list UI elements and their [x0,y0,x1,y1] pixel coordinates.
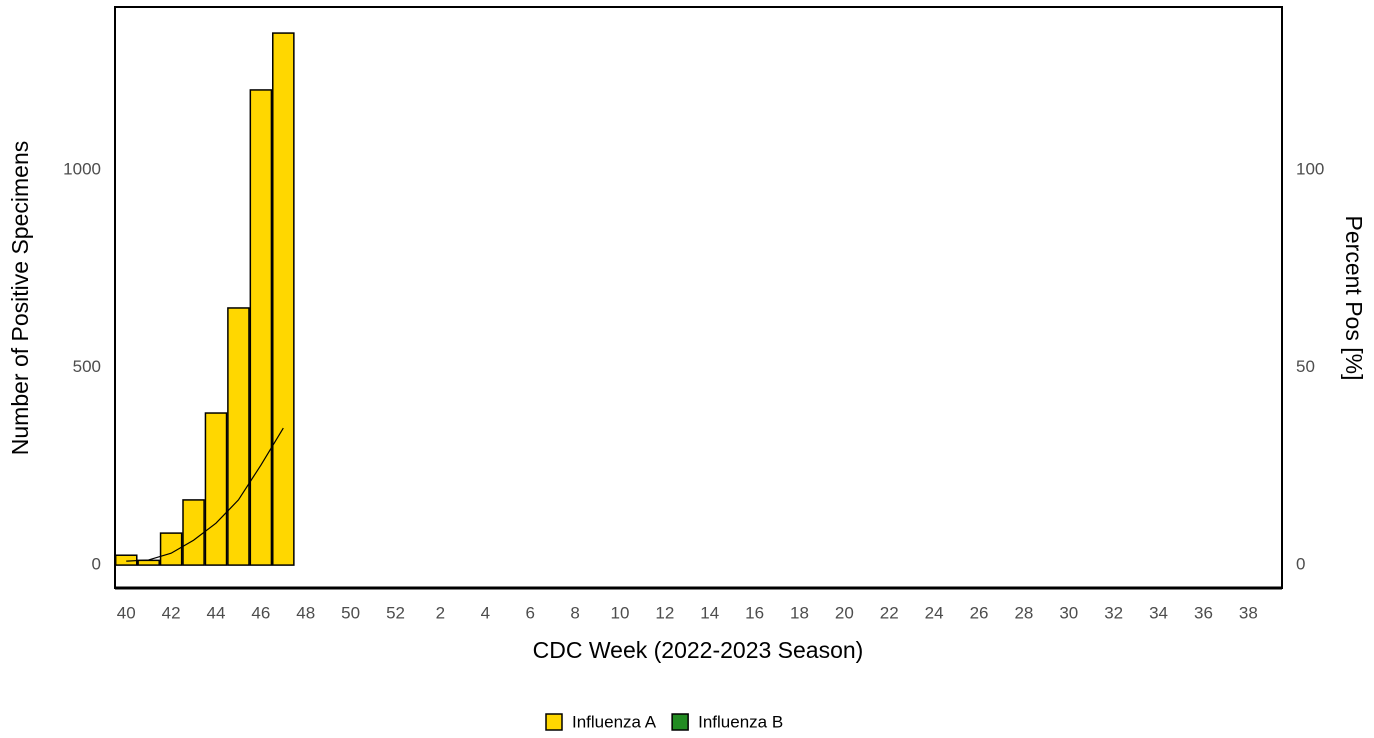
x-tick-label: 20 [835,603,854,622]
x-tick-label: 24 [925,603,944,622]
legend-swatch [545,713,563,731]
y-axis-title: Number of Positive Specimens [7,141,33,455]
x-tick-label: 4 [481,603,490,622]
x-axis-title: CDC Week (2022-2023 Season) [533,637,864,663]
bar [249,89,273,566]
x-tick-label: 18 [790,603,809,622]
y-tick-label: 1000 [63,160,101,179]
bar [227,307,250,566]
x-tick-label: 48 [296,603,315,622]
x-tick-label: 22 [880,603,899,622]
x-tick-label: 36 [1194,603,1213,622]
y2-axis-title: Percent Pos [%] [1341,216,1367,381]
x-tick-label: 6 [525,603,534,622]
x-tick-label: 38 [1239,603,1258,622]
y-tick-label: 500 [73,357,101,376]
x-tick-label: 8 [570,603,579,622]
x-tick-label: 44 [207,603,226,622]
x-tick-label: 40 [117,603,136,622]
x-tick-label: 14 [700,603,719,622]
x-tick-label: 32 [1104,603,1123,622]
legend-label: Influenza A [572,712,657,731]
x-tick-label: 50 [341,603,360,622]
y2-tick-label: 50 [1296,357,1315,376]
legend-swatch [671,713,689,731]
x-tick-label: 10 [610,603,629,622]
x-tick-label: 34 [1149,603,1168,622]
x-tick-label: 12 [655,603,674,622]
x-tick-label: 2 [436,603,445,622]
bar [272,32,295,566]
x-tick-label: 52 [386,603,405,622]
x-tick-label: 46 [251,603,270,622]
y-tick-label: 0 [92,555,101,574]
x-tick-label: 26 [970,603,989,622]
y2-tick-label: 100 [1296,160,1324,179]
legend-label: Influenza B [698,712,783,731]
percent-line [126,427,284,562]
x-tick-label: 30 [1059,603,1078,622]
bar [204,412,228,566]
bar [159,532,183,566]
bar [182,499,205,566]
x-tick-label: 42 [162,603,181,622]
y2-tick-label: 0 [1296,555,1305,574]
bar [137,559,160,566]
x-tick-label: 28 [1014,603,1033,622]
x-tick-label: 16 [745,603,764,622]
